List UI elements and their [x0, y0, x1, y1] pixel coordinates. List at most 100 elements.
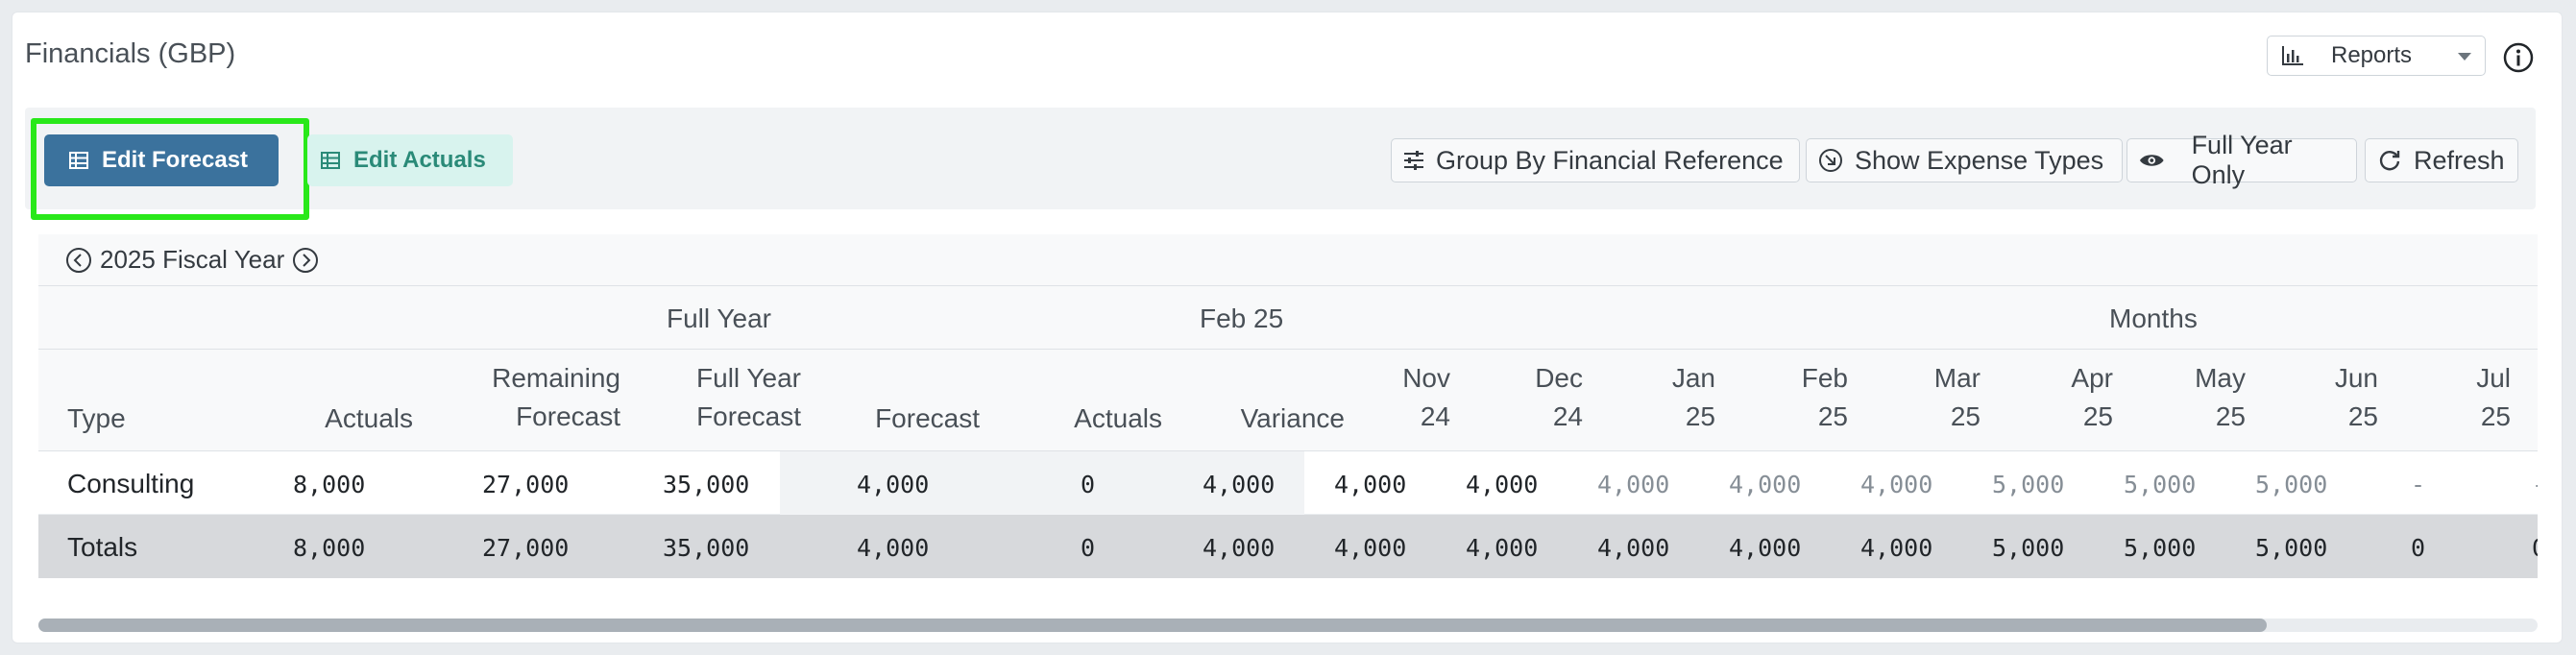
header-month-name[interactable]: May [2195, 363, 2246, 393]
header-type[interactable]: Type [67, 403, 126, 433]
eye-icon [2139, 155, 2164, 166]
cell-month-value[interactable]: 4,000 [1466, 471, 1539, 498]
cell-remaining: 27,000 [482, 471, 570, 498]
group-by-label: Group By Financial Reference [1436, 145, 1784, 175]
header-month-name[interactable]: Feb [1801, 363, 1848, 393]
cell-forecast: 4,000 [857, 534, 930, 562]
cell-variance: 4,000 [1203, 534, 1276, 562]
show-expense-types-button[interactable]: Show Expense Types [1806, 138, 2123, 182]
cell-month-actuals: 0 [1081, 471, 1096, 498]
bar-chart-icon [2282, 46, 2303, 65]
row-type: Totals [67, 532, 138, 562]
cell-fyf: 35,000 [663, 534, 750, 562]
fiscal-year-selector: 2025 Fiscal Year [38, 234, 2538, 286]
cell-month-value: 5,000 [2124, 534, 2197, 562]
cell-actuals: 8,000 [293, 471, 366, 498]
group-months: Months [2109, 303, 2198, 333]
cell-month-value[interactable]: 4,000 [1860, 471, 1933, 498]
cell-month-value[interactable]: - [2532, 471, 2538, 498]
forecast-shade [780, 451, 1304, 515]
full-year-only-button[interactable]: Full Year Only [2126, 131, 2357, 189]
header-month-year[interactable]: 25 [2215, 401, 2246, 431]
cell-month-value: 4,000 [1860, 534, 1933, 562]
reports-dropdown[interactable]: Reports [2267, 36, 2486, 76]
cell-month-value: 0 [2532, 534, 2538, 562]
cell-month-value: 5,000 [2255, 534, 2328, 562]
cell-month-value: 5,000 [1992, 534, 2065, 562]
cell-variance: 4,000 [1203, 471, 1276, 498]
header-fyf-line2[interactable]: Forecast [696, 401, 801, 431]
header-month-year[interactable]: 24 [1552, 401, 1583, 431]
cell-month-value[interactable]: - [2411, 471, 2426, 498]
group-full-year: Full Year [667, 303, 771, 333]
chevron-left-circle-icon[interactable] [65, 247, 92, 274]
refresh-label: Refresh [2414, 145, 2505, 175]
header-remaining-line2[interactable]: Forecast [516, 401, 620, 431]
info-icon[interactable] [2503, 42, 2534, 73]
cell-month-value: 4,000 [1334, 534, 1407, 562]
cell-remaining: 27,000 [482, 534, 570, 562]
header-month-name[interactable]: Jun [2334, 363, 2378, 393]
header-month-year[interactable]: 25 [1685, 401, 1715, 431]
cell-actuals: 8,000 [293, 534, 366, 562]
column-group-header: Full Year Feb 25 Months [38, 286, 2538, 350]
table-row[interactable]: Consulting 8,000 27,000 35,000 4,000 0 4… [38, 451, 2538, 515]
cell-month-value: 4,000 [1597, 534, 1670, 562]
column-header-row: Type Actuals Remaining Forecast Full Yea… [38, 350, 2538, 451]
card-title: Financials (GBP) [25, 38, 236, 69]
cell-month-value[interactable]: 5,000 [2124, 471, 2197, 498]
header-variance[interactable]: Variance [1240, 403, 1345, 433]
scrollbar-thumb[interactable] [38, 619, 2267, 632]
cell-month-value: 4,000 [1466, 534, 1539, 562]
full-year-only-label: Full Year Only [2191, 131, 2293, 189]
chevron-right-circle-icon[interactable] [292, 247, 319, 274]
header-month-year[interactable]: 25 [1950, 401, 1981, 431]
cell-month-value: 4,000 [1729, 534, 1802, 562]
header-month-name[interactable]: Jul [2476, 363, 2511, 393]
chevron-down-icon [2458, 53, 2471, 61]
selection-highlight [31, 118, 309, 220]
show-expense-types-label: Show Expense Types [1855, 145, 2104, 175]
header-month-actuals[interactable]: Actuals [1074, 403, 1162, 433]
cell-month-value[interactable]: 5,000 [2255, 471, 2328, 498]
header-actuals[interactable]: Actuals [325, 403, 413, 433]
cell-forecast[interactable]: 4,000 [857, 471, 930, 498]
table-icon [69, 152, 88, 169]
header-month-year[interactable]: 25 [2347, 401, 2378, 431]
header-remaining-line1[interactable]: Remaining [492, 363, 620, 393]
header-month-name[interactable]: Jan [1671, 363, 1715, 393]
header-month-name[interactable]: Mar [1933, 363, 1981, 393]
header-forecast[interactable]: Forecast [875, 403, 980, 433]
sliders-icon [1404, 151, 1423, 170]
table-icon [321, 152, 340, 169]
arrow-circle-icon [1819, 149, 1842, 172]
edit-forecast-label: Edit Forecast [102, 147, 249, 173]
refresh-button[interactable]: Refresh [2365, 138, 2518, 182]
edit-forecast-button[interactable]: Edit Forecast [44, 134, 279, 186]
refresh-icon [2379, 151, 2400, 171]
header-month-year[interactable]: 25 [1817, 401, 1848, 431]
cell-month-value[interactable]: 4,000 [1597, 471, 1670, 498]
header-month-name[interactable]: Nov [1402, 363, 1450, 393]
cell-month-value[interactable]: 4,000 [1334, 471, 1407, 498]
cell-month-actuals: 0 [1081, 534, 1096, 562]
cell-month-value[interactable]: 5,000 [1992, 471, 2065, 498]
header-month-name[interactable]: Apr [2071, 363, 2113, 393]
header-month-year[interactable]: 24 [1420, 401, 1450, 431]
reports-label: Reports [2331, 42, 2413, 68]
header-fyf-line1[interactable]: Full Year [696, 363, 801, 393]
cell-month-value[interactable]: 4,000 [1729, 471, 1802, 498]
header-month-name[interactable]: Dec [1535, 363, 1583, 393]
group-by-financial-reference-button[interactable]: Group By Financial Reference [1391, 138, 1800, 182]
cell-month-value: 0 [2411, 534, 2426, 562]
cell-fyf: 35,000 [663, 471, 750, 498]
header-month-year[interactable]: 25 [2082, 401, 2113, 431]
horizontal-scrollbar[interactable] [38, 619, 2538, 632]
header-month-year[interactable]: 25 [2480, 401, 2511, 431]
edit-actuals-label: Edit Actuals [353, 147, 486, 173]
row-type: Consulting [67, 469, 195, 498]
group-feb25: Feb 25 [1200, 303, 1284, 333]
edit-actuals-button[interactable]: Edit Actuals [307, 134, 513, 186]
financials-table: Full Year Feb 25 Months Type Actuals Rem… [38, 286, 2538, 580]
fiscal-year-label: 2025 Fiscal Year [100, 245, 285, 274]
